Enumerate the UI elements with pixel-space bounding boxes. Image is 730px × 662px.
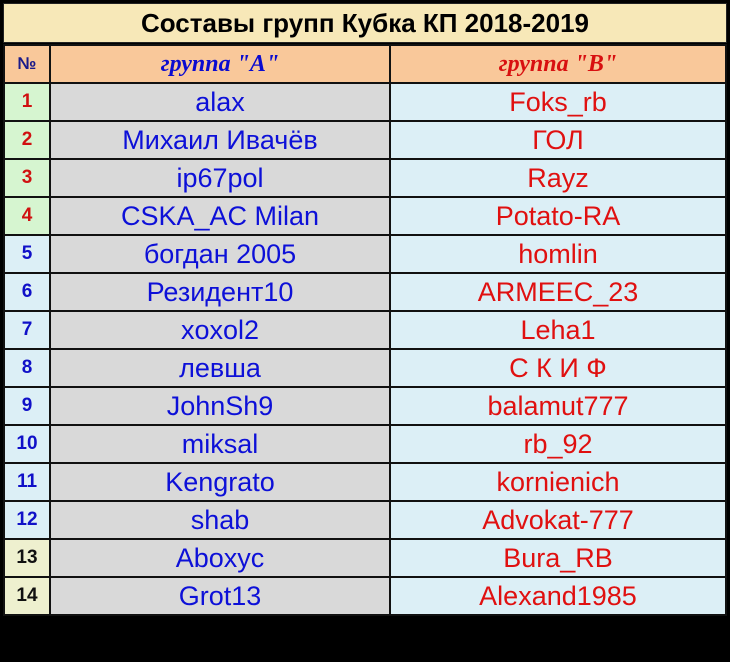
group-b-player: Advokat-777 <box>389 500 727 540</box>
table-row: 14 Grot13 Alexand1985 <box>3 576 727 616</box>
row-number: 5 <box>3 234 51 274</box>
table-row: 12 shab Advokat-777 <box>3 500 727 540</box>
table-row: 7 xoxol2 Leha1 <box>3 310 727 350</box>
group-b-player: С К И Ф <box>389 348 727 388</box>
group-a-player: Aboxyc <box>49 538 391 578</box>
group-a-player: JohnSh9 <box>49 386 391 426</box>
row-number: 9 <box>3 386 51 426</box>
row-number: 13 <box>3 538 51 578</box>
row-number: 7 <box>3 310 51 350</box>
group-a-player: богдан 2005 <box>49 234 391 274</box>
group-b-player: Leha1 <box>389 310 727 350</box>
table-row: 13 Aboxyc Bura_RB <box>3 538 727 578</box>
group-b-player: balamut777 <box>389 386 727 426</box>
row-number: 11 <box>3 462 51 502</box>
group-b-player: Potato-RA <box>389 196 727 236</box>
row-number: 12 <box>3 500 51 540</box>
group-b-player: ARMEEC_23 <box>389 272 727 312</box>
row-number: 8 <box>3 348 51 388</box>
table-row: 11 Kengrato kornienich <box>3 462 727 502</box>
group-b-player: ГОЛ <box>389 120 727 160</box>
row-number: 10 <box>3 424 51 464</box>
table-row: 6 Резидент10 ARMEEC_23 <box>3 272 727 312</box>
table-row: 3 ip67pol Rayz <box>3 158 727 198</box>
group-b-player: kornienich <box>389 462 727 502</box>
page-title: Составы групп Кубка КП 2018-2019 <box>3 3 727 43</box>
group-b-player: homlin <box>389 234 727 274</box>
group-b-player: Foks_rb <box>389 82 727 122</box>
group-a-player: xoxol2 <box>49 310 391 350</box>
group-a-player: Михаил Ивачёв <box>49 120 391 160</box>
row-number: 1 <box>3 82 51 122</box>
table-row: 1 alax Foks_rb <box>3 82 727 122</box>
group-b-player: Alexand1985 <box>389 576 727 616</box>
groups-table: № группа "А" группа "В" 1 alax Foks_rb 2 Мих… <box>3 44 727 616</box>
group-a-player: Резидент10 <box>49 272 391 312</box>
group-a-player: левша <box>49 348 391 388</box>
group-a-player: Grot13 <box>49 576 391 616</box>
table-row: 2 Михаил Ивачёв ГОЛ <box>3 120 727 160</box>
row-number: 4 <box>3 196 51 236</box>
header-group-a: группа "А" <box>49 44 391 84</box>
table-row: 10 miksal rb_92 <box>3 424 727 464</box>
group-b-player: rb_92 <box>389 424 727 464</box>
table-header-row: № группа "А" группа "В" <box>3 44 727 84</box>
row-number: 6 <box>3 272 51 312</box>
header-number: № <box>3 44 51 84</box>
group-a-player: alax <box>49 82 391 122</box>
group-a-player: Kengrato <box>49 462 391 502</box>
group-b-player: Rayz <box>389 158 727 198</box>
row-number: 3 <box>3 158 51 198</box>
group-a-player: shab <box>49 500 391 540</box>
row-number: 14 <box>3 576 51 616</box>
row-number: 2 <box>3 120 51 160</box>
table-row: 5 богдан 2005 homlin <box>3 234 727 274</box>
group-a-player: miksal <box>49 424 391 464</box>
table-row: 9 JohnSh9 balamut777 <box>3 386 727 426</box>
table-row: 4 CSKA_AC Milan Potato-RA <box>3 196 727 236</box>
group-b-player: Bura_RB <box>389 538 727 578</box>
group-a-player: ip67pol <box>49 158 391 198</box>
header-group-b: группа "В" <box>389 44 727 84</box>
group-a-player: CSKA_AC Milan <box>49 196 391 236</box>
table-row: 8 левша С К И Ф <box>3 348 727 388</box>
